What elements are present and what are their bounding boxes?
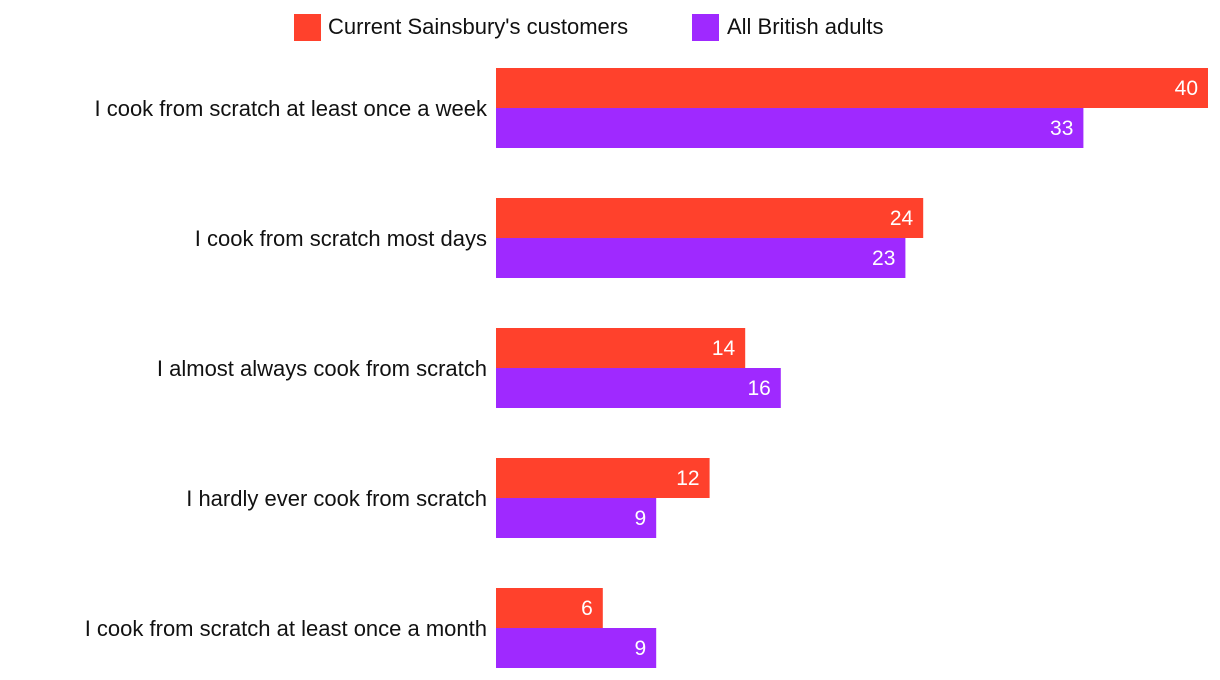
category-label-1: I cook from scratch at least once a week: [94, 96, 488, 121]
data-label-sainsburys-4: 12: [676, 467, 699, 490]
legend-label-british-adults: All British adults: [727, 14, 884, 39]
bar-sainsburys-5: [496, 588, 603, 628]
category-label-3: I almost always cook from scratch: [157, 356, 487, 381]
data-label-british-adults-3: 16: [747, 377, 770, 400]
data-label-british-adults-4: 9: [635, 507, 647, 530]
category-axis: I cook from scratch at least once a week…: [85, 96, 488, 641]
data-label-sainsburys-2: 24: [890, 207, 914, 230]
value-labels: 40 33 24 23 14 16 12 9 6 9: [581, 77, 1198, 660]
legend: Current Sainsbury's customers All Britis…: [294, 14, 884, 41]
legend-swatch-british-adults: [692, 14, 719, 41]
bar-british-adults-3: [496, 368, 781, 408]
bar-british-adults-1: [496, 108, 1084, 148]
category-label-2: I cook from scratch most days: [195, 226, 487, 251]
bar-british-adults-4: [496, 498, 657, 538]
bar-british-adults-2: [496, 238, 906, 278]
bar-sainsburys-4: [496, 458, 710, 498]
data-label-british-adults-2: 23: [872, 247, 895, 270]
bar-sainsburys-3: [496, 328, 746, 368]
bars: [496, 68, 1208, 668]
data-label-sainsburys-5: 6: [581, 597, 593, 620]
category-label-4: I hardly ever cook from scratch: [186, 486, 487, 511]
legend-swatch-sainsburys: [294, 14, 321, 41]
data-label-british-adults-1: 33: [1050, 117, 1073, 140]
bar-sainsburys-1: [496, 68, 1208, 108]
legend-label-sainsburys: Current Sainsbury's customers: [328, 14, 628, 39]
category-label-5: I cook from scratch at least once a mont…: [85, 616, 487, 641]
data-label-sainsburys-3: 14: [712, 337, 736, 360]
data-label-sainsburys-1: 40: [1175, 77, 1198, 100]
bar-british-adults-5: [496, 628, 657, 668]
bar-sainsburys-2: [496, 198, 924, 238]
data-label-british-adults-5: 9: [635, 637, 647, 660]
